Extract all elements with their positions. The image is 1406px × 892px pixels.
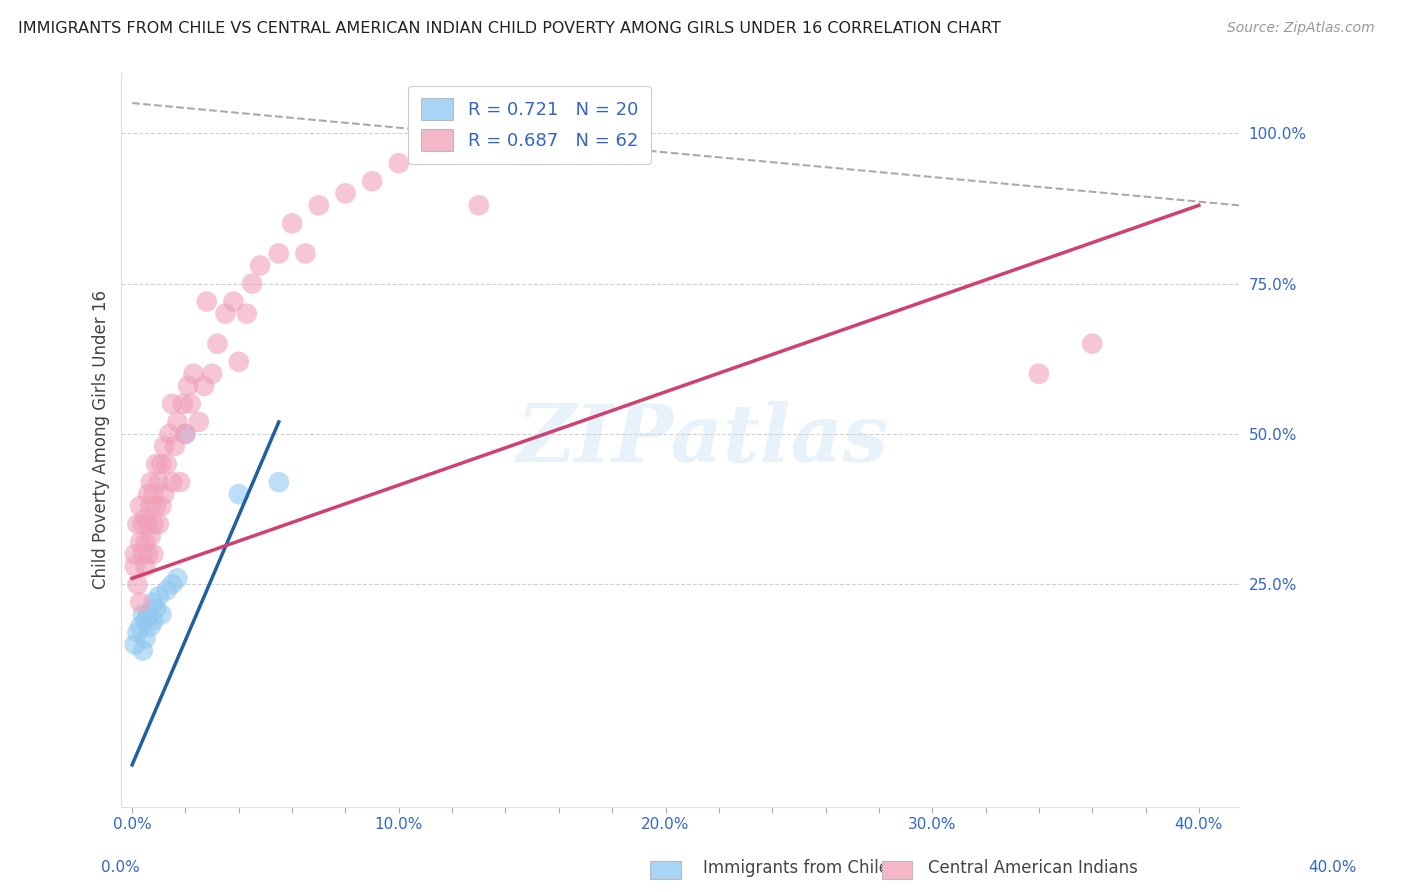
Point — [187, 415, 209, 429]
Point — [174, 427, 197, 442]
Point — [129, 535, 152, 549]
Point — [163, 439, 186, 453]
Point — [166, 571, 188, 585]
Point — [139, 529, 162, 543]
Point — [281, 216, 304, 230]
Point — [150, 499, 173, 513]
Point — [388, 156, 411, 170]
Point — [166, 415, 188, 429]
Point — [156, 583, 179, 598]
Point — [228, 487, 250, 501]
Point — [183, 367, 205, 381]
Point — [308, 198, 330, 212]
Point — [153, 439, 176, 453]
Point — [134, 559, 156, 574]
Point — [142, 487, 165, 501]
Point — [139, 499, 162, 513]
Point — [127, 577, 149, 591]
Point — [240, 277, 263, 291]
Point — [142, 595, 165, 609]
Point — [134, 535, 156, 549]
Point — [172, 397, 194, 411]
Point — [214, 307, 236, 321]
Point — [142, 547, 165, 561]
Point — [124, 638, 146, 652]
Point — [193, 379, 215, 393]
Point — [127, 625, 149, 640]
Point — [160, 397, 183, 411]
Point — [145, 499, 167, 513]
Point — [134, 632, 156, 646]
Point — [129, 499, 152, 513]
Text: 40.0%: 40.0% — [1309, 861, 1357, 875]
Point — [160, 577, 183, 591]
Point — [159, 427, 181, 442]
Text: Source: ZipAtlas.com: Source: ZipAtlas.com — [1227, 21, 1375, 36]
Text: 0.0%: 0.0% — [101, 861, 141, 875]
Point — [177, 379, 200, 393]
Point — [136, 517, 159, 532]
Point — [160, 475, 183, 489]
Point — [150, 607, 173, 622]
Text: Central American Indians: Central American Indians — [928, 859, 1137, 877]
Point — [145, 601, 167, 615]
Point — [136, 487, 159, 501]
Point — [134, 614, 156, 628]
Point — [148, 517, 170, 532]
Text: ZIPatlas: ZIPatlas — [516, 401, 889, 479]
Point — [174, 427, 197, 442]
Point — [142, 517, 165, 532]
Point — [150, 457, 173, 471]
Point — [132, 547, 155, 561]
Point — [169, 475, 191, 489]
Point — [132, 607, 155, 622]
Point — [134, 511, 156, 525]
Point — [361, 174, 384, 188]
Point — [129, 619, 152, 633]
Point — [136, 607, 159, 622]
Text: IMMIGRANTS FROM CHILE VS CENTRAL AMERICAN INDIAN CHILD POVERTY AMONG GIRLS UNDER: IMMIGRANTS FROM CHILE VS CENTRAL AMERICA… — [18, 21, 1001, 37]
Point — [139, 475, 162, 489]
Point — [124, 559, 146, 574]
Point — [142, 614, 165, 628]
Point — [156, 457, 179, 471]
Point — [1028, 367, 1050, 381]
Point — [228, 355, 250, 369]
Point — [124, 547, 146, 561]
Point — [294, 246, 316, 260]
Point — [201, 367, 224, 381]
Point — [267, 246, 290, 260]
Point — [148, 475, 170, 489]
Point — [139, 619, 162, 633]
Point — [468, 198, 491, 212]
Y-axis label: Child Poverty Among Girls Under 16: Child Poverty Among Girls Under 16 — [93, 291, 110, 590]
Point — [132, 517, 155, 532]
Point — [153, 487, 176, 501]
Point — [222, 294, 245, 309]
Point — [267, 475, 290, 489]
Point — [148, 590, 170, 604]
Legend: R = 0.721   N = 20, R = 0.687   N = 62: R = 0.721 N = 20, R = 0.687 N = 62 — [408, 86, 651, 164]
Point — [127, 517, 149, 532]
Text: Immigrants from Chile: Immigrants from Chile — [703, 859, 889, 877]
Point — [207, 336, 229, 351]
Point — [145, 457, 167, 471]
Point — [335, 186, 357, 201]
Point — [129, 595, 152, 609]
Point — [195, 294, 218, 309]
Point — [1081, 336, 1104, 351]
Point — [136, 547, 159, 561]
Point — [236, 307, 259, 321]
Point — [132, 643, 155, 657]
Point — [249, 259, 271, 273]
Point — [180, 397, 202, 411]
